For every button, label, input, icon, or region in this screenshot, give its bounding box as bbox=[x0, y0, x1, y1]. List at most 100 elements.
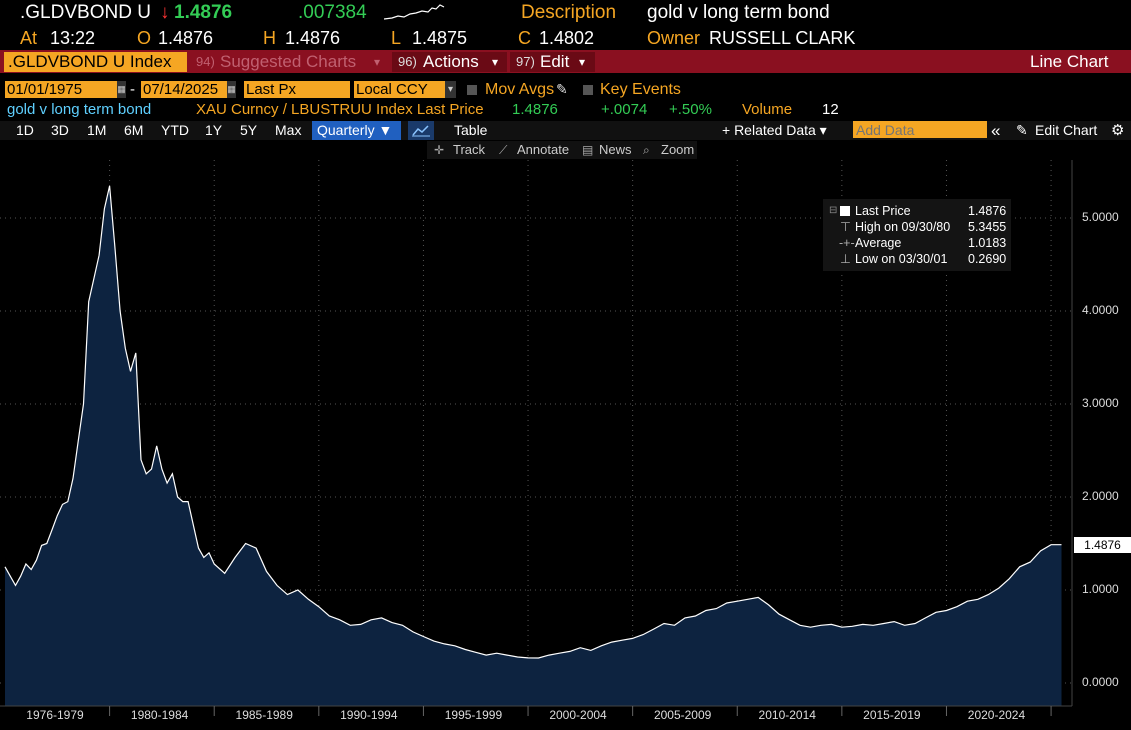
x-tick-label: 1980-1984 bbox=[130, 708, 189, 722]
period-6m[interactable]: 6M bbox=[124, 122, 144, 138]
volume-label: Volume bbox=[742, 101, 793, 118]
series-swatch bbox=[840, 206, 850, 216]
edit-dropdown-icon[interactable]: ▾ bbox=[579, 55, 586, 69]
suggested-num: 94) bbox=[196, 54, 215, 69]
security-field[interactable] bbox=[4, 52, 187, 72]
y-tick-label: 0.0000 bbox=[1082, 675, 1119, 689]
pencil-icon[interactable]: ✎ bbox=[556, 81, 568, 97]
x-tick-label: 1995-1999 bbox=[444, 708, 503, 722]
open-value: 1.4876 bbox=[158, 28, 214, 48]
x-tick-label: 2015-2019 bbox=[863, 708, 921, 722]
frequency-select[interactable]: Quarterly ▼ bbox=[317, 122, 393, 138]
chart-tools-bar bbox=[427, 141, 697, 159]
period-1d[interactable]: 1D bbox=[16, 122, 34, 138]
related-data-button[interactable]: + Related Data ▾ bbox=[722, 122, 827, 138]
annotate-button[interactable]: Annotate bbox=[517, 142, 570, 157]
key-events-checkbox[interactable] bbox=[583, 85, 593, 95]
last-price-marker: 1.4876 bbox=[1074, 536, 1131, 553]
series-area bbox=[5, 185, 1062, 706]
actions-menu[interactable]: Actions bbox=[423, 52, 479, 71]
pencil-icon[interactable]: ✎ bbox=[1016, 122, 1028, 138]
series-pct: +.50% bbox=[669, 101, 712, 118]
legend-avg-value: 1.0183 bbox=[968, 236, 1007, 250]
y-tick-label: 1.0000 bbox=[1082, 582, 1119, 596]
table-button[interactable]: Table bbox=[454, 122, 488, 138]
suggested-dropdown-icon[interactable]: ▾ bbox=[374, 55, 381, 69]
series-name: gold v long term bond bbox=[7, 101, 152, 118]
time-value: 13:22 bbox=[50, 28, 96, 48]
legend-avg-label: Average bbox=[855, 236, 902, 250]
chart-area[interactable] bbox=[0, 160, 1131, 730]
end-date-input[interactable]: 07/14/2025 bbox=[141, 81, 227, 98]
news-button[interactable]: News bbox=[599, 142, 632, 157]
add-data-input[interactable] bbox=[853, 121, 987, 138]
x-tick-label: 1990-1994 bbox=[340, 708, 398, 722]
period-ytd[interactable]: YTD bbox=[161, 122, 189, 138]
gear-icon[interactable]: ⚙ bbox=[1111, 122, 1125, 139]
period-5y[interactable]: 5Y bbox=[240, 122, 258, 138]
series-price: 1.4876 bbox=[512, 101, 558, 118]
news-icon[interactable]: ▤ bbox=[582, 143, 594, 157]
edit-button-bg[interactable] bbox=[510, 52, 595, 72]
series-formula: XAU Curncy / LBUSTRUU Index Last Price bbox=[196, 101, 484, 118]
edit-num: 97) bbox=[516, 54, 535, 69]
close-value: 1.4802 bbox=[539, 28, 595, 48]
mov-avgs-label: Mov Avgs bbox=[485, 81, 555, 98]
chart-type-label[interactable]: Line Chart bbox=[1030, 52, 1109, 71]
zoom-icon[interactable]: ⌕ bbox=[643, 143, 650, 157]
collapse-icon[interactable]: « bbox=[991, 121, 1001, 140]
x-tick-label: 2000-2004 bbox=[549, 708, 607, 722]
period-1y[interactable]: 1Y bbox=[205, 122, 223, 138]
down-arrow-icon: ↓ bbox=[160, 2, 170, 23]
security-label: .GLDVBOND U Index bbox=[8, 52, 172, 71]
annotate-icon[interactable]: ⟋ bbox=[499, 143, 508, 157]
actions-dropdown-icon[interactable]: ▾ bbox=[492, 55, 499, 69]
crosshair-icon[interactable]: ✛ bbox=[434, 143, 445, 157]
close-label: C bbox=[518, 28, 531, 48]
low-marker-icon: ⊥ bbox=[840, 252, 851, 266]
actions-button-bg[interactable] bbox=[392, 52, 507, 72]
field-select[interactable]: Last Px bbox=[244, 81, 350, 98]
volume-value: 12 bbox=[822, 101, 839, 118]
y-tick-label: 4.0000 bbox=[1082, 303, 1119, 317]
low-value: 1.4875 bbox=[412, 28, 468, 48]
period-max[interactable]: Max bbox=[275, 122, 302, 138]
high-label: H bbox=[263, 28, 276, 48]
series-line bbox=[4, 185, 1062, 659]
open-label: O bbox=[137, 28, 152, 48]
edit-chart-button[interactable]: Edit Chart bbox=[1035, 122, 1098, 138]
suggested-charts-menu[interactable]: Suggested Charts bbox=[220, 52, 357, 71]
average-marker-icon: -+- bbox=[839, 236, 855, 250]
track-button[interactable]: Track bbox=[453, 142, 486, 157]
period-3d[interactable]: 3D bbox=[51, 122, 69, 138]
period-1m[interactable]: 1M bbox=[87, 122, 107, 138]
line-chart-icon[interactable] bbox=[408, 121, 434, 140]
at-label: At bbox=[20, 28, 38, 48]
edit-menu[interactable]: Edit bbox=[540, 52, 570, 71]
currency-dropdown-icon[interactable]: ▾ bbox=[445, 81, 456, 98]
calendar-icon[interactable]: ▦ bbox=[227, 81, 236, 98]
owner-label: Owner bbox=[647, 28, 701, 48]
start-date-input[interactable]: 01/01/1975 bbox=[5, 81, 117, 98]
calendar-icon[interactable]: ▦ bbox=[117, 81, 126, 98]
legend-high-value: 5.3455 bbox=[968, 220, 1007, 234]
series-change: +.0074 bbox=[601, 101, 648, 118]
currency-select[interactable]: Local CCY bbox=[354, 81, 446, 98]
sparkline-icon bbox=[384, 4, 445, 20]
mov-avgs-checkbox[interactable] bbox=[467, 85, 477, 95]
frequency-select-bg[interactable] bbox=[312, 121, 401, 140]
y-tick-label: 5.0000 bbox=[1082, 210, 1119, 224]
high-marker-icon: ⊤ bbox=[840, 220, 851, 234]
chart-legend[interactable]: ⊟ Last Price 1.4876 ⊤ High on 09/30/80 5… bbox=[823, 199, 1011, 271]
collapse-legend-icon[interactable]: ⊟ bbox=[829, 205, 838, 216]
legend-low-value: 0.2690 bbox=[968, 252, 1007, 266]
x-tick-label: 2020-2024 bbox=[967, 708, 1026, 722]
high-value: 1.4876 bbox=[285, 28, 341, 48]
description-label: Description bbox=[521, 2, 617, 23]
legend-high-label: High on 09/30/80 bbox=[855, 220, 951, 234]
y-tick-label: 3.0000 bbox=[1082, 396, 1119, 410]
ticker[interactable]: .GLDVBOND U bbox=[20, 2, 151, 23]
description-value: gold v long term bond bbox=[647, 2, 830, 23]
zoom-button[interactable]: Zoom bbox=[661, 142, 695, 157]
date-separator: - bbox=[130, 81, 135, 98]
